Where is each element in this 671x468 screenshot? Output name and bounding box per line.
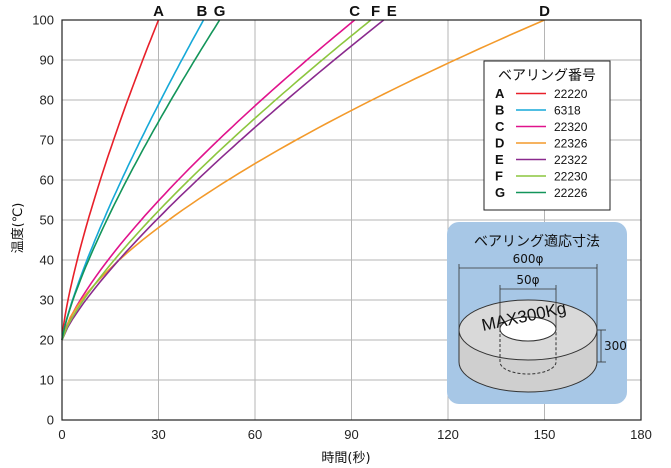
y-tick-label: 90 [40, 53, 54, 68]
curve-label-G: G [214, 3, 226, 20]
plot-frame [61, 19, 642, 421]
y-tick-label: 50 [40, 213, 54, 228]
legend: ベアリング番号 A 22220 B 6318 C 22320 D 22326 E 22322 F 22… [483, 60, 611, 211]
y-tick-label: 40 [40, 253, 54, 268]
x-tick-label: 60 [248, 427, 262, 442]
y-tick-labels: 0 10 20 30 40 50 60 70 80 90 100 [32, 13, 54, 428]
series-line-F [61, 19, 372, 341]
hole-hidden-edge [499, 329, 557, 375]
x-tick-label: 180 [630, 427, 652, 442]
x-tick-label: 120 [437, 427, 459, 442]
y-tick-label: 10 [40, 373, 54, 388]
legend-key-A: A [495, 86, 505, 101]
series-lines [61, 19, 545, 341]
series-line-E [61, 19, 385, 341]
curve-label-E: E [387, 3, 397, 20]
curve-label-D: D [539, 3, 550, 20]
legend-key-B: B [495, 103, 504, 118]
series-line-C [61, 19, 356, 341]
bearing-size-inset: ベアリング適応寸法 MAX300Kg 600φ 50φ 300 [447, 222, 627, 404]
legend-value-C: 22320 [554, 120, 588, 134]
height-dim-label: 300 [604, 339, 627, 353]
legend-value-G: 22226 [554, 186, 588, 200]
inner-dim-label: 50φ [516, 273, 539, 287]
series-line-B [61, 19, 205, 341]
legend-title: ベアリング番号 [498, 68, 596, 84]
legend-value-B: 6318 [554, 104, 581, 118]
y-tick-label: 30 [40, 293, 54, 308]
legend-key-G: G [495, 185, 505, 200]
legend-value-F: 22230 [554, 170, 588, 184]
legend-value-A: 22220 [554, 87, 588, 101]
outer-dim-label: 600φ [513, 252, 544, 266]
curve-label-A: A [153, 3, 164, 20]
legend-key-D: D [495, 136, 504, 151]
legend-value-E: 22322 [554, 153, 588, 167]
y-tick-label: 100 [32, 13, 54, 28]
y-tick-label: 0 [47, 413, 54, 428]
y-tick-label: 60 [40, 173, 54, 188]
series-line-A [61, 19, 160, 341]
y-axis-title: 温度(℃) [10, 203, 26, 254]
legend-box [483, 60, 611, 211]
x-tick-label: 0 [58, 427, 65, 442]
legend-key-F: F [495, 169, 503, 184]
curve-label-B: B [197, 3, 208, 20]
curve-label-C: C [349, 3, 360, 20]
legend-key-C: C [495, 119, 505, 134]
curve-label-F: F [371, 3, 380, 20]
y-tick-label: 80 [40, 93, 54, 108]
legend-key-E: E [495, 152, 504, 167]
legend-value-D: 22326 [554, 137, 588, 151]
x-tick-label: 30 [151, 427, 165, 442]
series-line-G [61, 19, 221, 341]
y-tick-label: 20 [40, 333, 54, 348]
x-axis-title: 時間(秒) [321, 451, 370, 466]
y-tick-label: 70 [40, 133, 54, 148]
axes [61, 19, 642, 421]
x-tick-labels: 0 30 60 90 120 150 180 [58, 427, 651, 442]
inset-title: ベアリング適応寸法 [474, 233, 600, 250]
series-line-D [61, 19, 545, 341]
x-tick-label: 150 [534, 427, 556, 442]
x-tick-label: 90 [344, 427, 358, 442]
legend-items: A 22220 B 6318 C 22320 D 22326 E 22322 F 22230 G 2222… [495, 86, 588, 200]
